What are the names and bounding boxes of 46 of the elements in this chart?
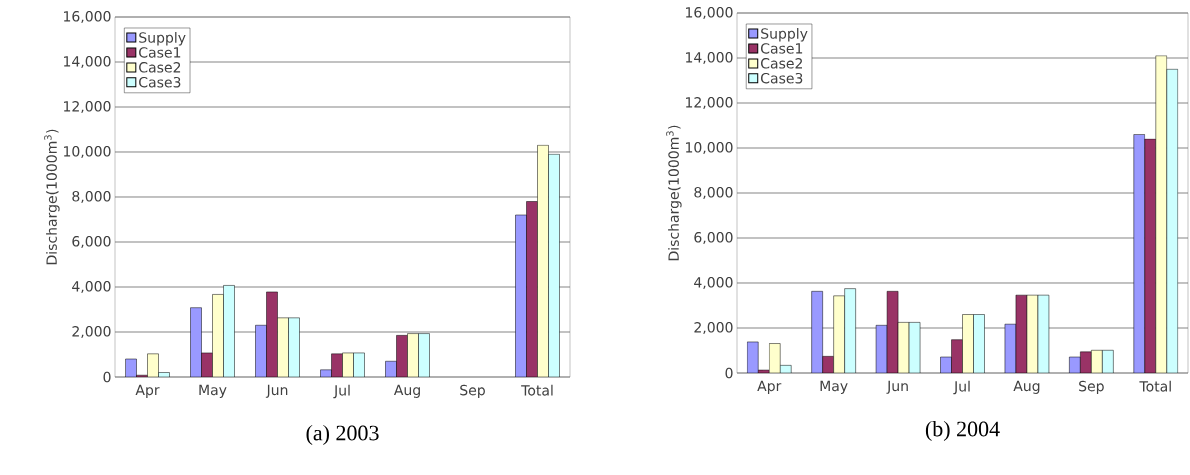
legend-label: Case1 [761,43,803,54]
x-tick-label: Sep [1079,380,1104,395]
x-tick-label: Jun [886,380,908,394]
y-tick-label: 6,000 [72,235,111,249]
bar [515,214,527,377]
legend-label: Case1 [139,47,181,58]
y-tick-label: 14,000 [686,51,733,65]
x-tick-label: Sep [460,384,485,399]
bar [1133,134,1146,373]
legend-label: Case2 [139,62,181,73]
y-tick-label: 8,000 [72,190,111,204]
legend-label: Supply [761,28,808,42]
x-tick-label: Aug [1013,380,1040,394]
y-axis-title: Discharge(1000m$^{3}$) [666,125,682,261]
x-tick-label: Jul [333,384,350,399]
x-tick-label: Jun [265,384,288,398]
y-tick-label: 16,000 [64,10,111,24]
y-tick-label: 2,000 [72,325,111,339]
y-tick-label: 0 [103,371,111,383]
y-tick-label: 12,000 [686,96,733,110]
y-tick-label: 8,000 [694,186,733,200]
y-tick-label: 16,000 [686,6,733,20]
x-tick-label: May [820,380,848,394]
text: (a) 2003 [306,424,379,445]
x-tick-label: Total [521,384,553,396]
legend-label: Case3 [761,72,803,84]
y-tick-label: 2,000 [694,321,733,335]
x-tick-label: Apr [135,384,160,398]
y-tick-label: 14,000 [64,55,111,69]
x-tick-label: Aug [393,384,420,398]
y-tick-label: 4,000 [72,280,111,294]
y-tick-label: 6,000 [694,231,733,245]
y-tick-label: 0 [725,367,733,379]
x-tick-label: Jul [953,380,970,395]
x-tick-label: May [199,384,227,398]
y-tick-label: 10,000 [64,145,111,159]
x-tick-label: Apr [757,380,782,394]
legend-label: Supply [139,32,186,46]
text: (b) 2004 [925,420,1000,441]
x-tick-label: Total [1139,380,1171,392]
y-axis-title: Discharge(1000m$^{3}$) [44,129,60,265]
y-tick-label: 10,000 [686,141,733,155]
y-tick-label: 4,000 [694,276,733,290]
y-tick-label: 12,000 [64,100,111,114]
legend-label: Case2 [761,58,802,69]
legend-label: Case3 [139,76,181,88]
